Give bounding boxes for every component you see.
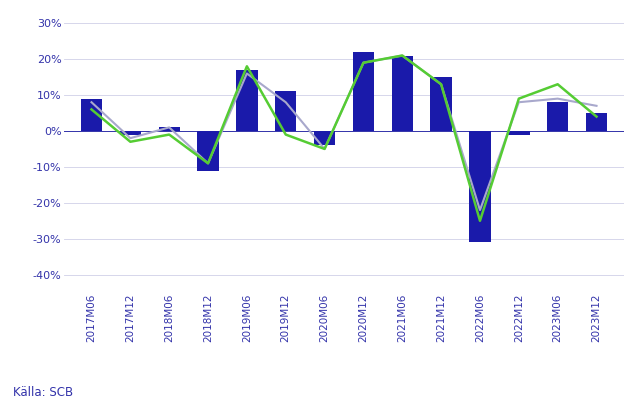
Bar bbox=[236, 70, 258, 131]
Bar bbox=[314, 131, 335, 145]
Bar bbox=[469, 131, 491, 242]
Bar bbox=[353, 52, 374, 131]
Bar bbox=[586, 113, 607, 131]
Bar bbox=[197, 131, 219, 171]
Text: Källa: SCB: Källa: SCB bbox=[13, 387, 73, 399]
Bar bbox=[275, 91, 296, 131]
Bar bbox=[547, 102, 568, 131]
Bar bbox=[430, 77, 452, 131]
Bar bbox=[120, 131, 141, 135]
Bar bbox=[81, 99, 102, 131]
Bar bbox=[159, 127, 180, 131]
Bar bbox=[508, 131, 529, 135]
Bar bbox=[392, 55, 413, 131]
